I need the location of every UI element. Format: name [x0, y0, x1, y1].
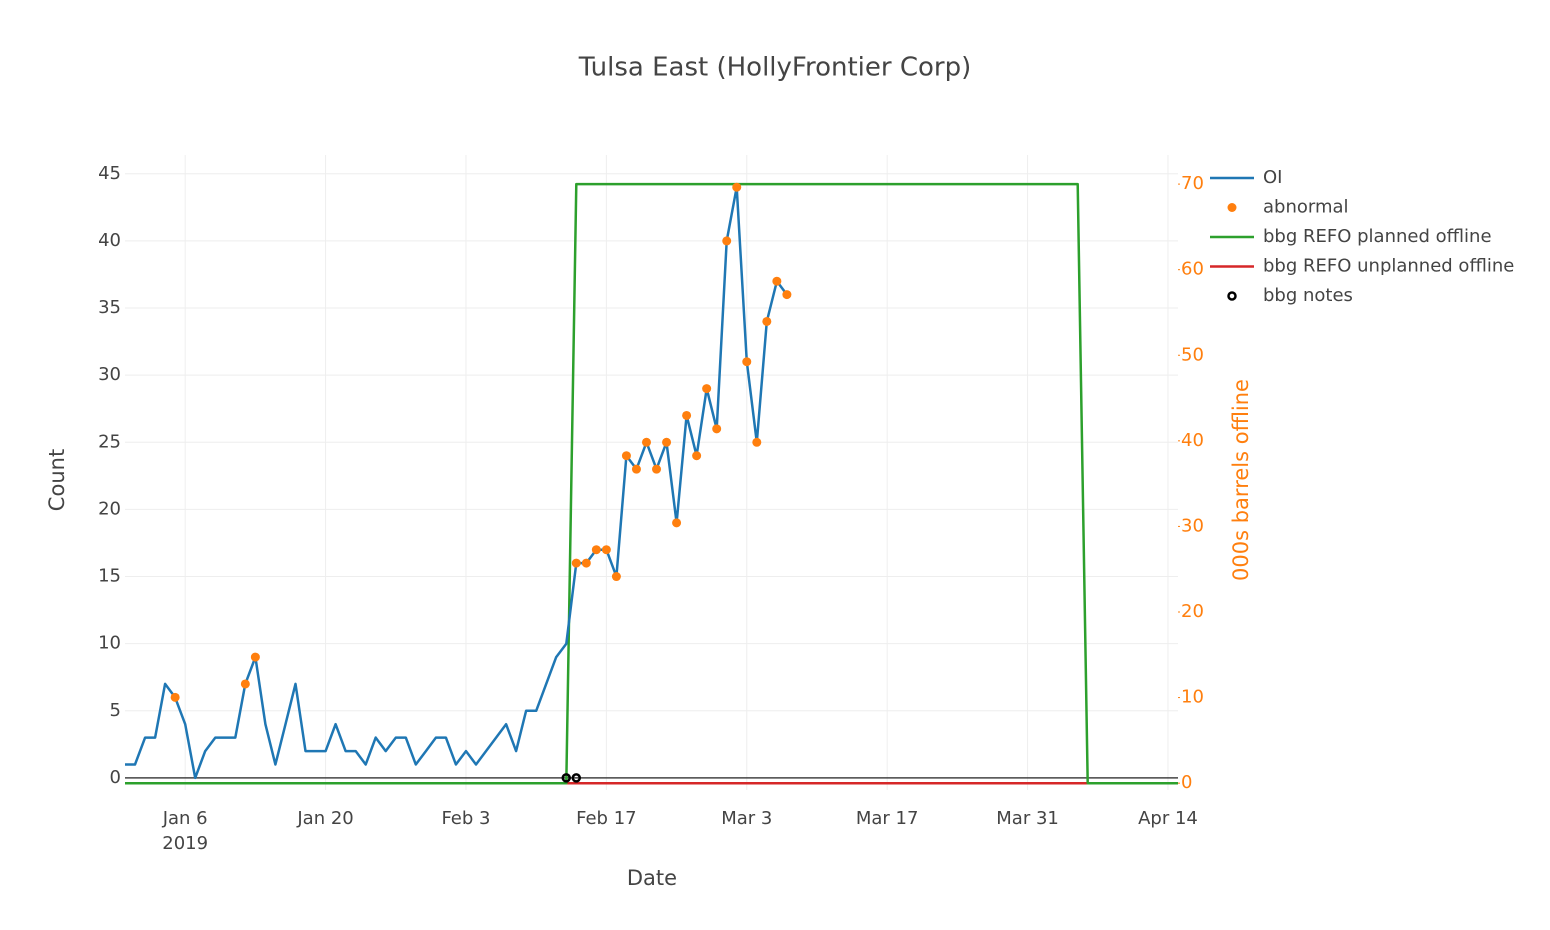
y-tick-label: 0: [110, 767, 121, 788]
y-tick-label: 40: [98, 230, 121, 251]
y2-tick-label: 40: [1181, 430, 1204, 451]
marker: [250, 652, 260, 662]
marker: [732, 182, 742, 192]
legend-swatch: [1227, 203, 1237, 212]
y2-tick-label: 0: [1181, 772, 1192, 793]
y2-tick-label: 20: [1181, 601, 1204, 622]
marker: [571, 773, 582, 783]
y2-tick-label: 70: [1181, 173, 1204, 194]
legend-label: bbg notes: [1263, 285, 1353, 306]
marker: [712, 424, 722, 434]
y2-tick-label: 60: [1181, 259, 1204, 280]
marker: [702, 384, 712, 394]
marker: [692, 451, 702, 461]
marker: [782, 290, 792, 300]
marker: [742, 357, 752, 367]
y-tick-label: 15: [98, 566, 121, 587]
y-tick-label: 30: [98, 364, 121, 385]
x-tick-label: Mar 17: [856, 808, 919, 829]
marker: [641, 437, 651, 447]
marker: [662, 437, 672, 447]
legend-swatch: [1227, 291, 1237, 301]
marker: [722, 236, 732, 246]
y-tick-label: 35: [98, 297, 121, 318]
marker: [581, 558, 591, 568]
y-tick-label: 10: [98, 633, 121, 654]
marker: [672, 518, 682, 528]
x-tick-label: Apr 14: [1138, 808, 1198, 829]
marker: [240, 679, 250, 689]
x-tick-label: Jan 6: [162, 808, 208, 829]
marker: [621, 451, 631, 461]
y2-axis-title: 000s barrels offline: [1229, 379, 1253, 581]
marker: [170, 692, 180, 702]
x-tick-label: Mar 31: [996, 808, 1059, 829]
marker: [571, 558, 581, 568]
marker: [652, 464, 662, 474]
marker: [752, 437, 762, 447]
marker: [762, 316, 772, 326]
legend-label: bbg REFO unplanned offline: [1263, 256, 1514, 277]
y2-tick-label: 30: [1181, 515, 1204, 536]
marker: [601, 545, 611, 555]
line-series: [125, 182, 1178, 785]
marker: [772, 276, 782, 286]
x-tick-label: Feb 3: [441, 808, 490, 829]
legend-label: abnormal: [1263, 197, 1349, 218]
y-tick-label: 20: [98, 498, 121, 519]
y-axis-title: Count: [45, 449, 69, 511]
x-tick-label: Jan 20: [296, 808, 353, 829]
x-year-label: 2019: [162, 833, 208, 854]
x-axis-title: Date: [627, 866, 677, 890]
y2-tick-label: 50: [1181, 344, 1204, 365]
marker: [631, 464, 641, 474]
y-tick-label: 45: [98, 163, 121, 184]
y-tick-label: 5: [110, 700, 121, 721]
chart-title: Tulsa East (HollyFrontier Corp): [578, 53, 972, 83]
x-tick-label: Feb 17: [576, 808, 637, 829]
marker: [561, 773, 572, 783]
marker: [591, 545, 601, 555]
marker: [682, 410, 692, 420]
legend-label: OI: [1263, 167, 1282, 188]
line-series: [125, 185, 788, 780]
marker: [611, 572, 621, 582]
legend-label: bbg REFO planned offline: [1263, 226, 1492, 247]
y2-tick-label: 10: [1181, 687, 1204, 708]
x-tick-label: Mar 3: [721, 808, 772, 829]
y-tick-label: 25: [98, 431, 121, 452]
